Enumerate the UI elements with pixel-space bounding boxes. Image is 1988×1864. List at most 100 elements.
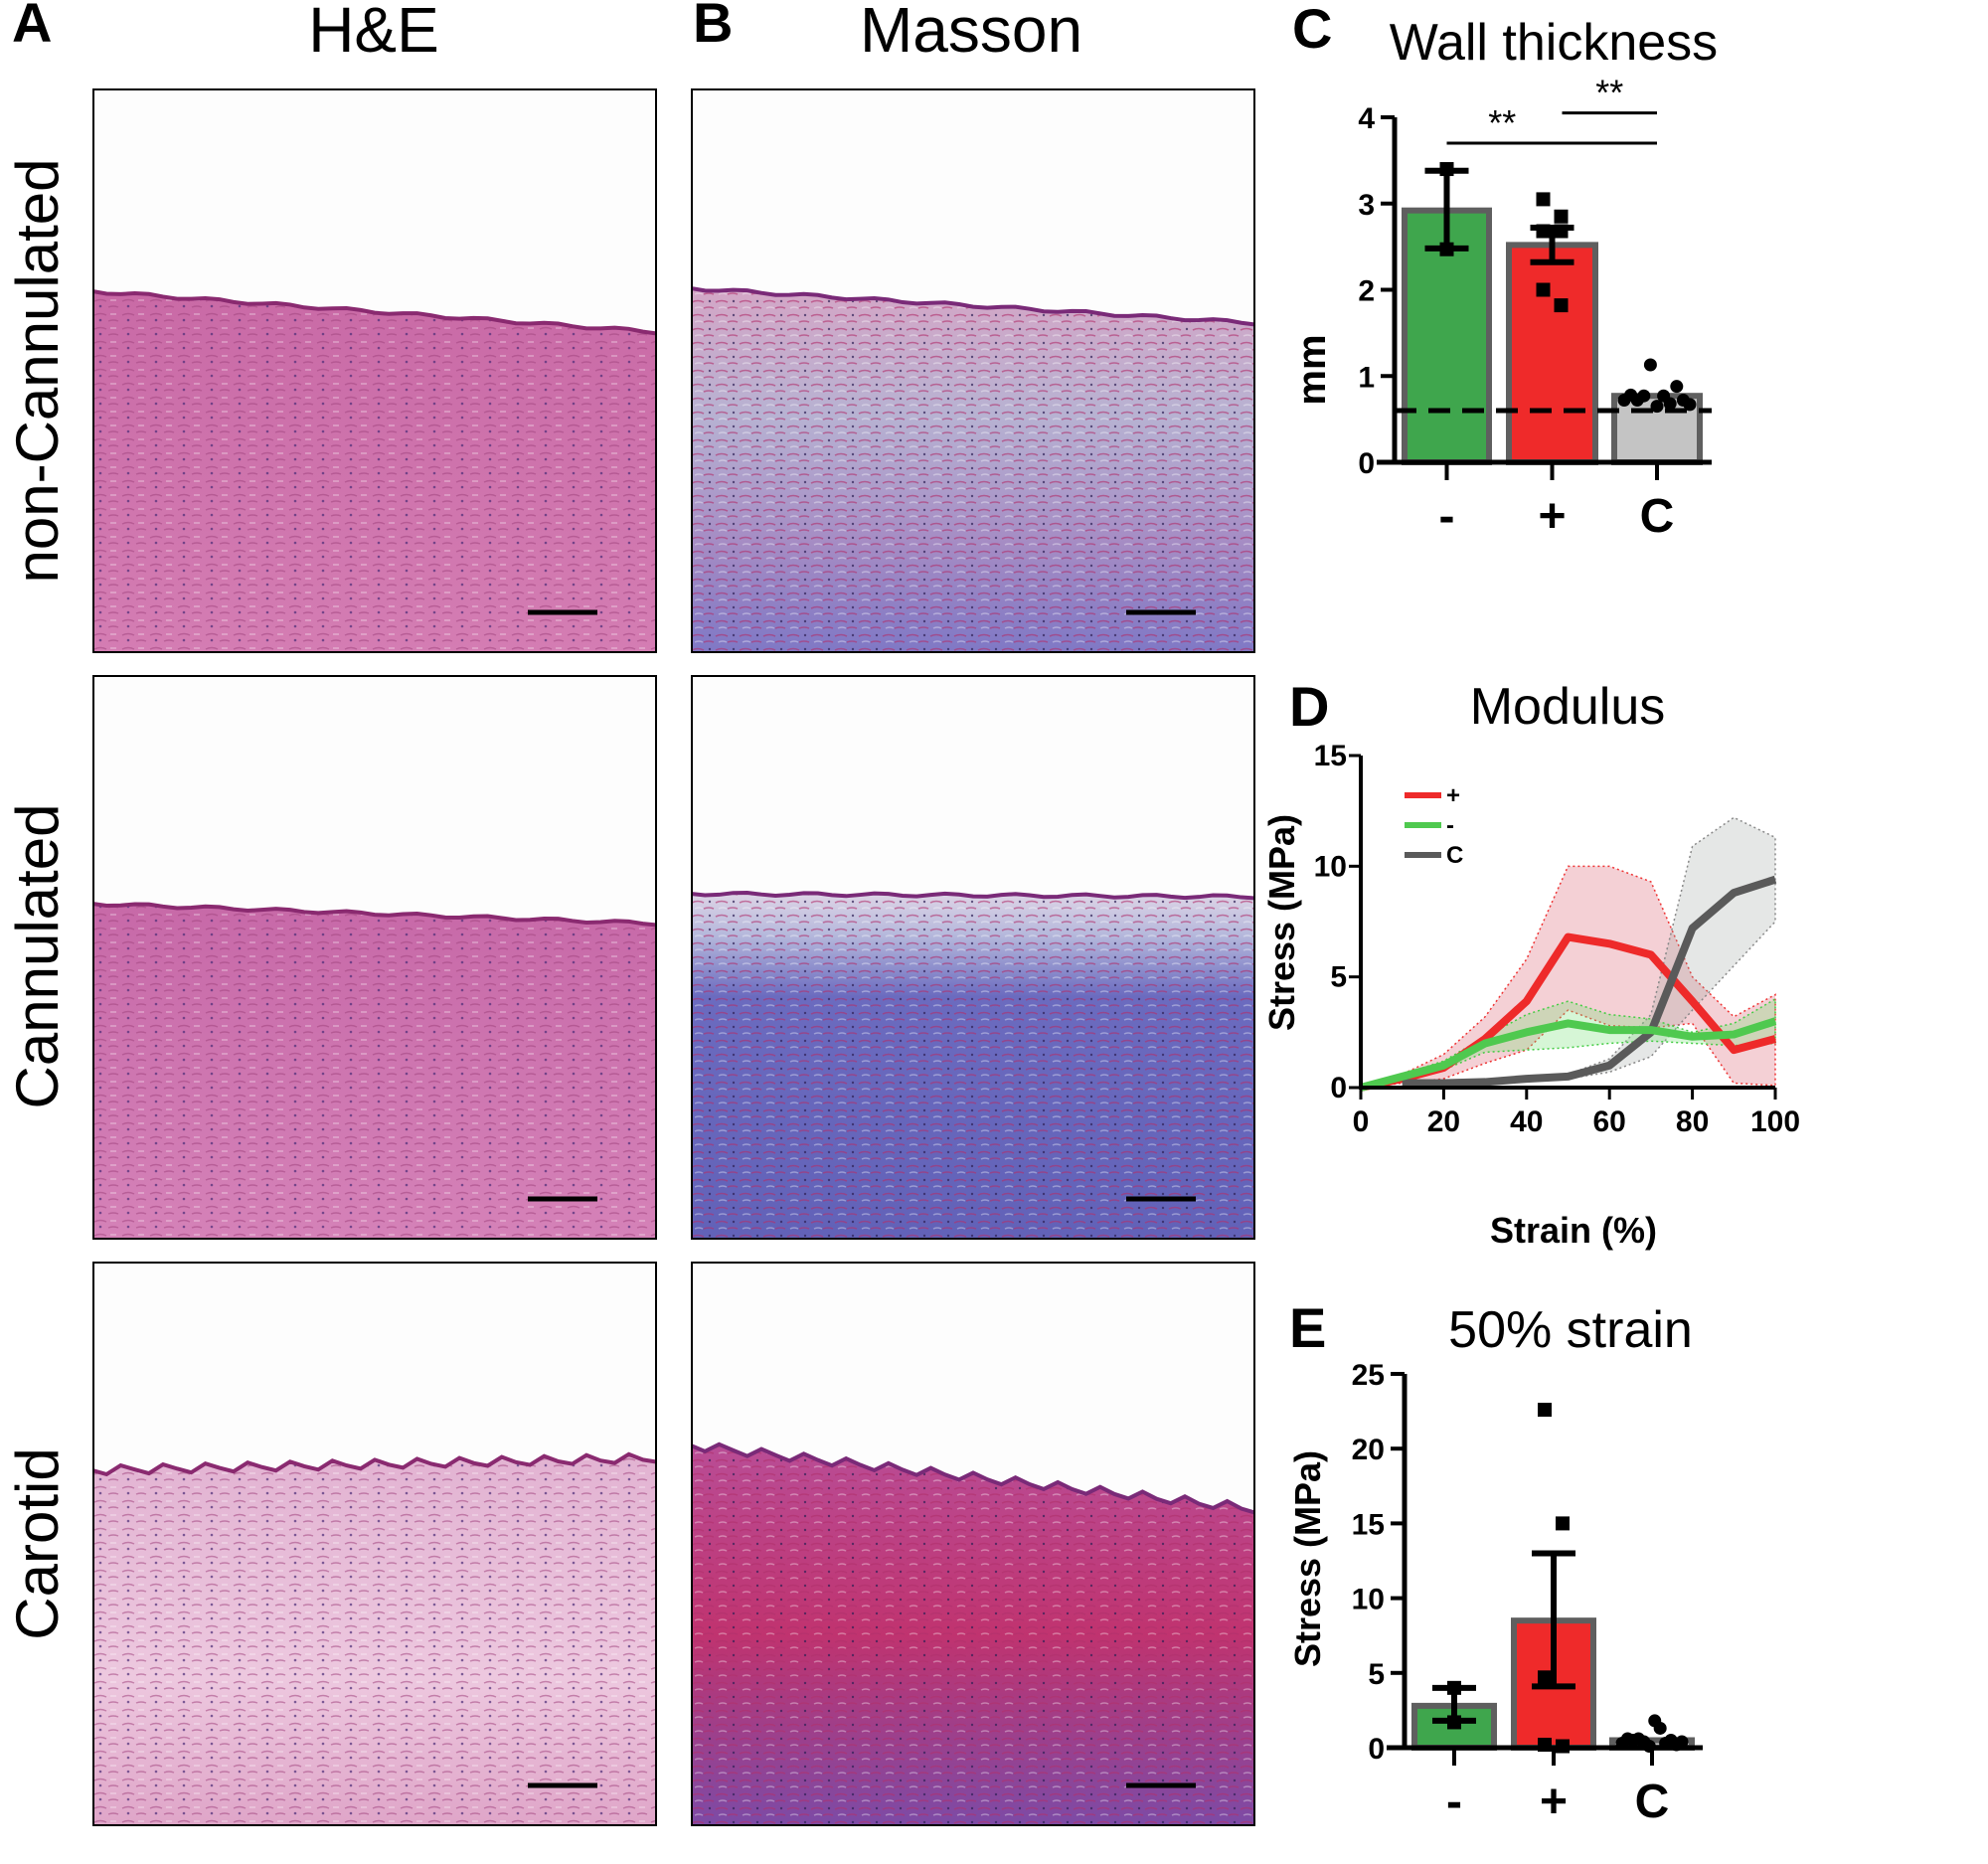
data-point <box>1650 400 1664 414</box>
chart-c-ylabel: mm <box>1290 334 1334 405</box>
data-point <box>1675 1735 1689 1749</box>
y-tick-label: 10 <box>1352 1584 1385 1616</box>
y-tick-label: 15 <box>1352 1508 1385 1541</box>
x-tick-label: - <box>1446 1776 1462 1828</box>
chart-d-ylabel: Stress (MPa) <box>1261 814 1302 1031</box>
data-point <box>1536 282 1551 297</box>
image-border <box>92 1262 657 1826</box>
row-label-cannulated: Cannulated <box>4 804 71 1109</box>
tissue-texture <box>92 1453 657 1826</box>
data-point <box>1554 209 1569 224</box>
x-tick-label: C <box>1635 1776 1670 1828</box>
y-tick-label: 5 <box>1368 1658 1385 1691</box>
x-tick-label: + <box>1538 490 1566 543</box>
x-tick-label: 40 <box>1510 1105 1543 1138</box>
histology-image <box>691 675 1255 1240</box>
y-tick-label: 5 <box>1330 961 1347 994</box>
chart-wall-thickness: 0 1 2 3 4 - + C ** ** <box>1358 73 1712 543</box>
bar-plus <box>1506 242 1598 465</box>
data-point <box>1554 298 1569 313</box>
x-tick-label: 80 <box>1676 1105 1709 1138</box>
panel-letter-d: D <box>1289 675 1329 738</box>
data-point <box>1538 1403 1552 1418</box>
histology-image <box>691 88 1255 653</box>
histology-image <box>691 1262 1255 1826</box>
tissue-texture <box>691 1443 1255 1826</box>
data-point <box>1663 397 1677 411</box>
data-point <box>1439 242 1454 256</box>
legend-label-minus: - <box>1446 812 1454 839</box>
data-point <box>1447 1715 1461 1730</box>
significance-label: ** <box>1488 102 1516 143</box>
histology-image <box>92 1262 657 1826</box>
x-tick-label: 100 <box>1750 1105 1800 1138</box>
y-tick-label: 0 <box>1358 447 1375 480</box>
tissue-edge <box>92 1451 657 1477</box>
chart-c-title: Wall thickness <box>1390 14 1718 72</box>
data-point <box>1556 1516 1570 1531</box>
histology-grid <box>92 88 1255 1826</box>
y-tick-label: 3 <box>1358 189 1375 222</box>
y-tick-label: 2 <box>1358 275 1375 308</box>
y-tick-label: 0 <box>1330 1072 1347 1104</box>
data-point <box>1554 224 1569 239</box>
tissue-edge <box>691 1441 1255 1515</box>
image-border <box>691 1262 1255 1826</box>
chart-modulus: 0 5 10 15 0 20 40 60 80 100 + - C <box>1314 740 1800 1138</box>
tissue-texture <box>92 904 657 1240</box>
row-label-carotid: Carotid <box>4 1447 71 1639</box>
data-point <box>1643 358 1657 372</box>
histology-image <box>92 675 657 1240</box>
panel-letter-a: A <box>12 0 52 54</box>
histology-image <box>92 88 657 653</box>
chart-e-ylabel: Stress (MPa) <box>1287 1450 1328 1667</box>
series-line-minus <box>1359 1017 1777 1092</box>
data-point <box>1536 192 1551 207</box>
row-label-non-cannulated: non-Cannulated <box>4 158 71 583</box>
image-border <box>92 88 657 653</box>
x-tick-label: - <box>1439 490 1455 543</box>
tissue-texture <box>92 291 657 653</box>
image-border <box>92 675 657 1240</box>
tissue-edge <box>691 890 1255 901</box>
tissue-texture <box>691 892 1255 1240</box>
chart-d-xlabel: Strain (%) <box>1490 1210 1657 1251</box>
data-point <box>1683 398 1697 412</box>
tissue-texture <box>691 288 1255 653</box>
image-border <box>691 88 1255 653</box>
tissue-edge <box>691 286 1255 327</box>
panel-letter-c: C <box>1292 0 1332 60</box>
x-tick-label: 0 <box>1353 1105 1370 1138</box>
error-band-minus <box>1360 997 1776 1089</box>
data-point <box>1439 162 1454 177</box>
legend-label-control: C <box>1446 842 1463 869</box>
data-point <box>1536 224 1551 239</box>
tissue-edge <box>92 289 657 336</box>
series-line-control <box>1402 875 1777 1088</box>
y-tick-label: 0 <box>1368 1733 1385 1766</box>
x-tick-label: + <box>1540 1776 1568 1828</box>
x-tick-label: 60 <box>1593 1105 1626 1138</box>
chart-50-strain: 0 5 10 15 20 25 - + C <box>1352 1359 1703 1828</box>
data-point <box>1670 380 1684 394</box>
y-tick-label: 25 <box>1352 1359 1385 1392</box>
chart-d-title: Modulus <box>1470 678 1666 736</box>
y-tick-label: 20 <box>1352 1434 1385 1466</box>
y-tick-label: 4 <box>1358 102 1375 135</box>
data-point <box>1637 389 1651 403</box>
data-point <box>1538 1670 1552 1685</box>
data-point <box>1653 1721 1667 1735</box>
chart-e-title: 50% strain <box>1448 1301 1693 1359</box>
x-tick-label: 20 <box>1427 1105 1460 1138</box>
y-tick-label: 15 <box>1314 740 1347 772</box>
data-point <box>1447 1680 1461 1695</box>
panel-letter-e: E <box>1289 1296 1326 1359</box>
legend-label-plus: + <box>1446 782 1460 809</box>
column-title-he: H&E <box>308 0 439 66</box>
y-tick-label: 10 <box>1314 850 1347 883</box>
y-tick-label: 1 <box>1358 361 1375 394</box>
image-border <box>691 675 1255 1240</box>
column-title-masson: Masson <box>860 0 1082 66</box>
x-tick-label: C <box>1640 490 1675 543</box>
